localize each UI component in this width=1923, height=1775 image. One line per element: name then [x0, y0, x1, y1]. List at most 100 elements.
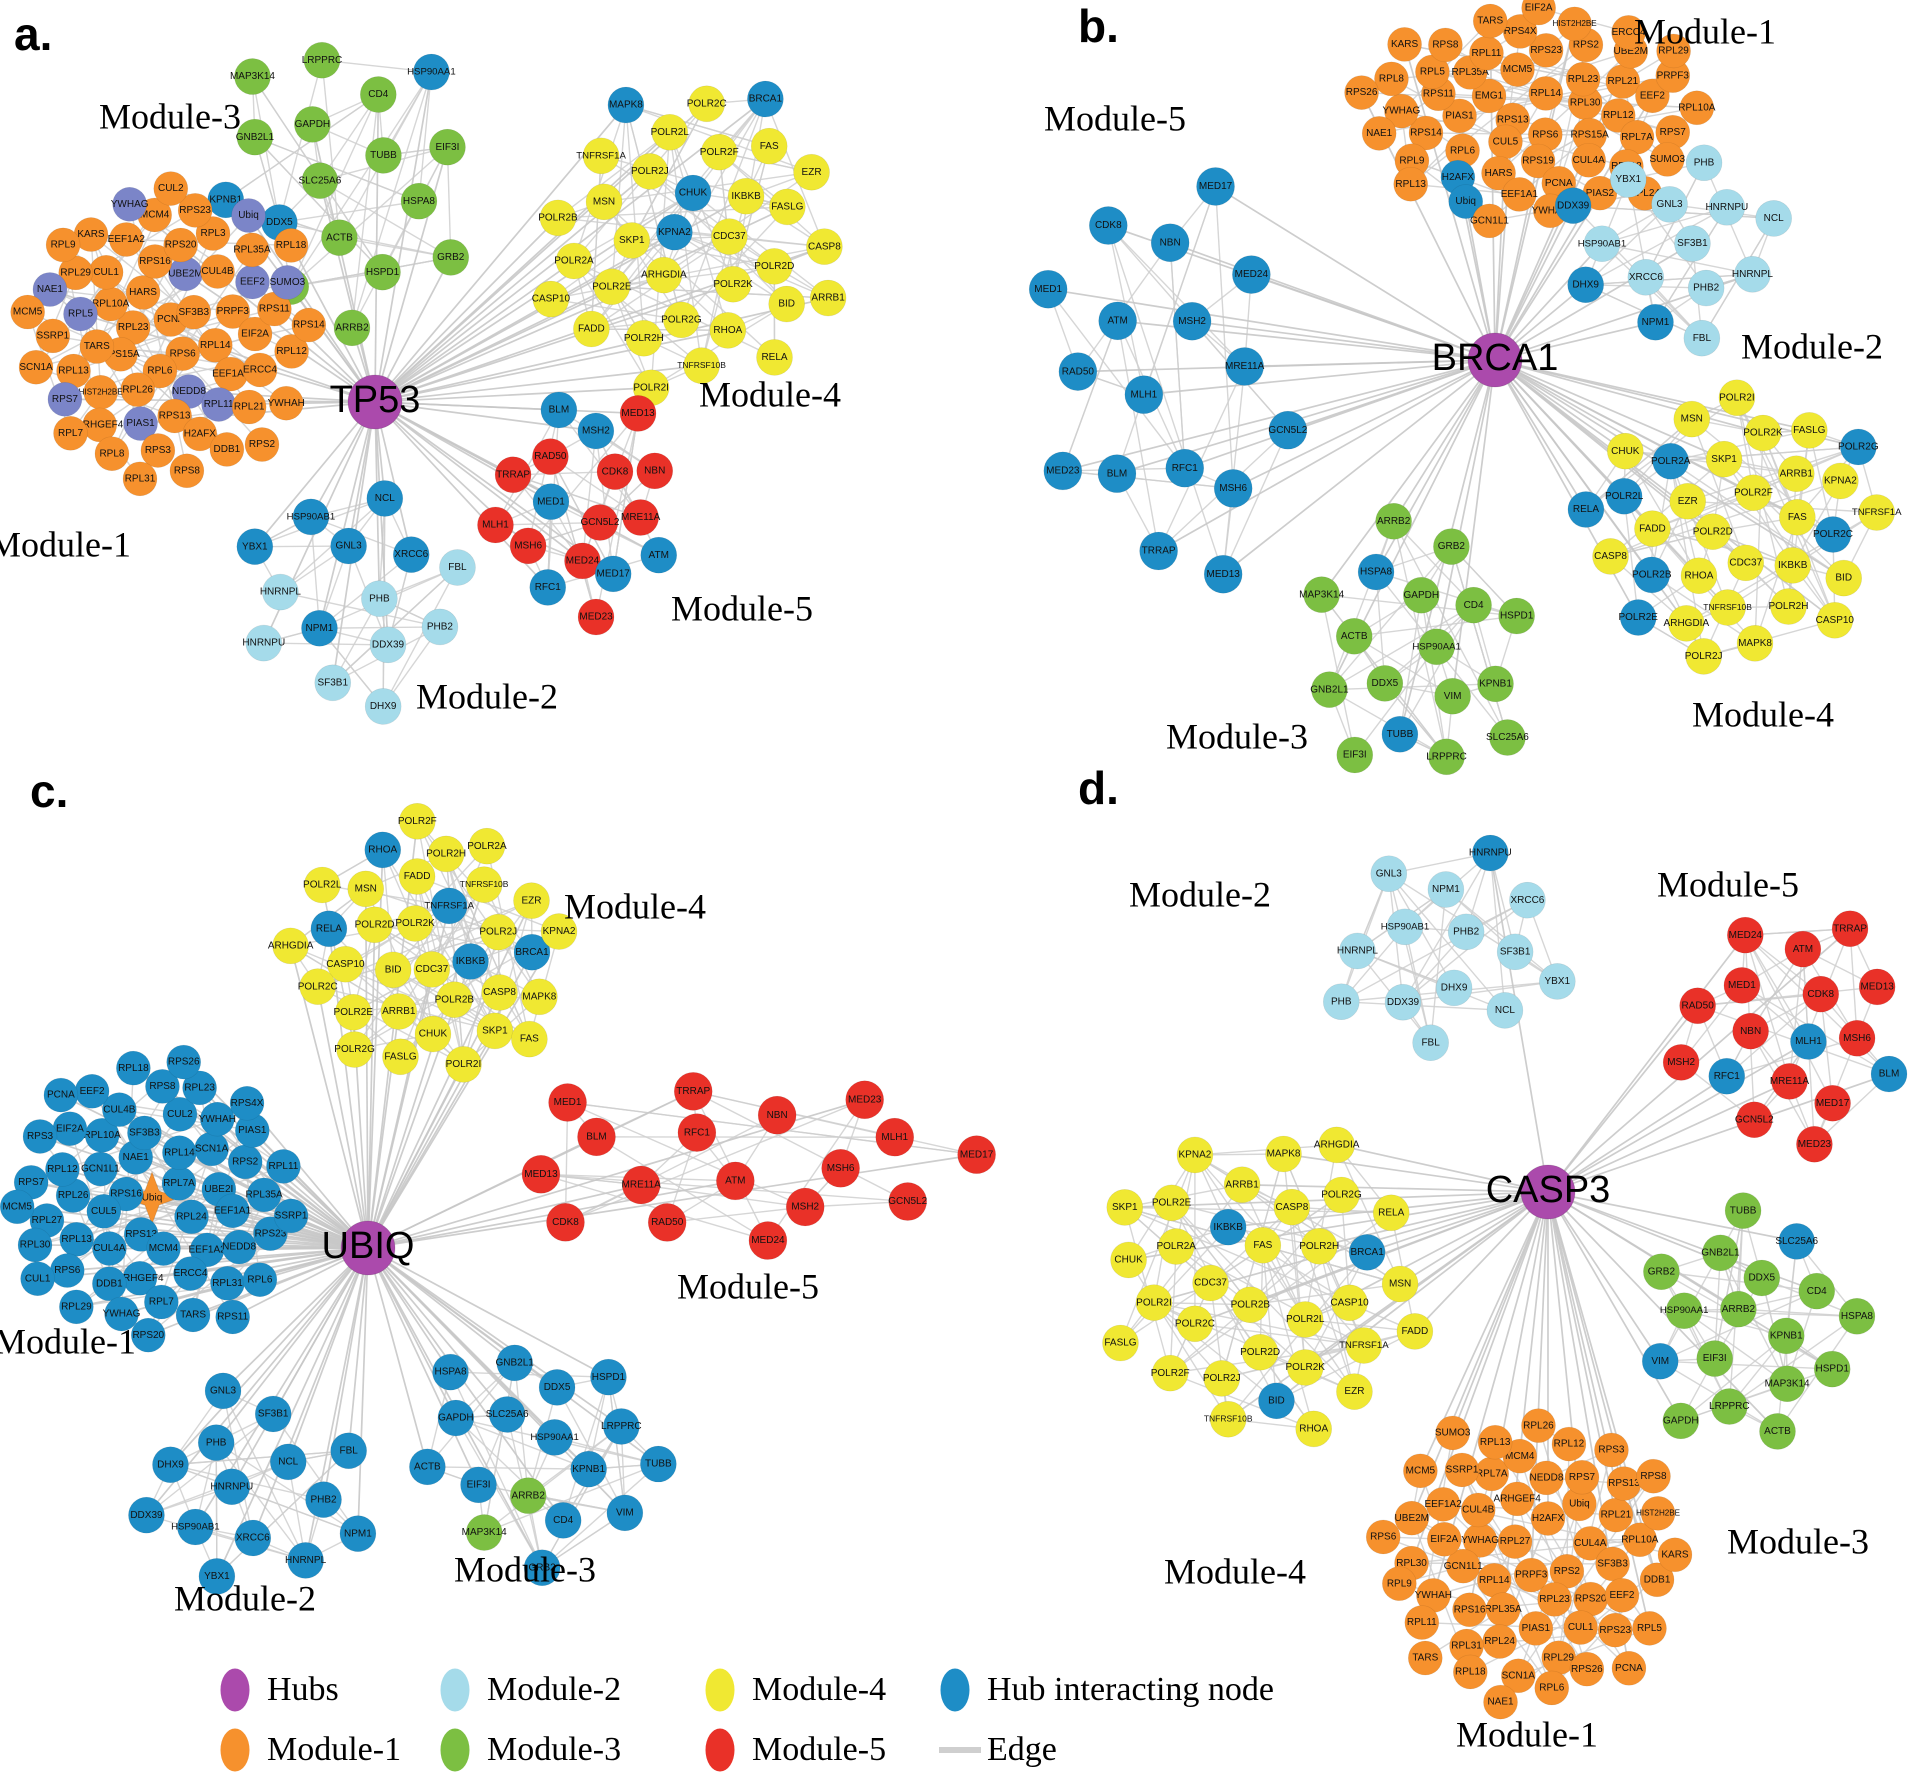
node-EZR[interactable] — [1669, 482, 1707, 520]
node-ACTB[interactable] — [1335, 617, 1373, 655]
node-POLR2E[interactable] — [593, 268, 631, 306]
node-ARRB1[interactable] — [380, 993, 418, 1030]
node-RPS14[interactable] — [1408, 115, 1444, 151]
node-RPL6[interactable] — [242, 1262, 278, 1298]
node-MED13[interactable] — [1203, 554, 1243, 594]
node-NPM1[interactable] — [339, 1515, 377, 1552]
node-MRE11A[interactable] — [622, 499, 659, 536]
node-POLR2F[interactable] — [398, 802, 436, 840]
node-IKBKB[interactable] — [1209, 1208, 1247, 1246]
node-GNB2L1[interactable] — [1311, 671, 1348, 708]
node-MED13[interactable] — [619, 395, 657, 432]
node-MRE11A[interactable] — [621, 1165, 661, 1205]
node-DHX9[interactable] — [152, 1446, 189, 1484]
node-RPS3[interactable] — [22, 1119, 58, 1154]
node-DDX39[interactable] — [1554, 187, 1592, 224]
node-RPS7[interactable] — [1564, 1459, 1600, 1495]
node-MRE11A[interactable] — [1225, 347, 1264, 386]
node-RPL13[interactable] — [59, 1221, 94, 1257]
node-POLR2D[interactable] — [1694, 513, 1732, 550]
node-PHB2[interactable] — [1687, 269, 1725, 307]
node-RPL31[interactable] — [122, 461, 158, 497]
node-FASLG[interactable] — [1102, 1324, 1139, 1362]
node-FAS[interactable] — [1779, 498, 1816, 536]
node-POLR2F[interactable] — [1151, 1354, 1189, 1392]
node-RPL8[interactable] — [94, 436, 130, 472]
node-CUL2[interactable] — [162, 1097, 198, 1132]
node-RPL12[interactable] — [45, 1152, 80, 1187]
node-SKP1[interactable] — [1106, 1189, 1144, 1226]
hub-node-BRCA1[interactable] — [1467, 332, 1523, 388]
node-RAD50[interactable] — [532, 438, 569, 475]
node-SF3B3[interactable] — [1595, 1546, 1630, 1582]
node-ARHGDIA[interactable] — [1668, 605, 1705, 642]
node-ERCC4[interactable] — [173, 1256, 208, 1291]
node-POLR2K[interactable] — [396, 905, 434, 942]
node-BID[interactable] — [1258, 1382, 1295, 1420]
node-NCL[interactable] — [269, 1443, 307, 1481]
node-TNFRSF1A[interactable] — [1345, 1327, 1383, 1364]
node-CDK8[interactable] — [1089, 206, 1128, 245]
node-MCM4[interactable] — [146, 1231, 181, 1266]
node-SSRP1[interactable] — [1444, 1452, 1480, 1488]
node-RPL14[interactable] — [1528, 76, 1564, 111]
node-SSRP1[interactable] — [273, 1198, 309, 1234]
node-MED23[interactable] — [1796, 1125, 1833, 1163]
node-HNRNPL[interactable] — [262, 573, 299, 611]
node-ERCC4[interactable] — [1611, 15, 1646, 50]
node-CDK8[interactable] — [546, 1202, 585, 1242]
node-YWHAG[interactable] — [1384, 93, 1419, 129]
node-GNB2L1[interactable] — [496, 1344, 533, 1382]
node-GNB2L1[interactable] — [1702, 1234, 1739, 1272]
node-POLR2A[interactable] — [1652, 442, 1690, 480]
node-RPS23[interactable] — [1597, 1612, 1633, 1648]
node-HNRNPL[interactable] — [1734, 255, 1771, 293]
node-IKBKB[interactable] — [452, 943, 489, 980]
node-NBN[interactable] — [757, 1095, 797, 1135]
node-RPL11[interactable] — [266, 1149, 301, 1184]
node-RPS2[interactable] — [244, 427, 280, 462]
node-SKP1[interactable] — [613, 222, 651, 259]
node-XRCC6[interactable] — [234, 1519, 272, 1557]
node-RPS26[interactable] — [1569, 1651, 1605, 1687]
node-MAP3K14[interactable] — [1768, 1365, 1806, 1403]
node-RHOA[interactable] — [1680, 557, 1718, 594]
node-CUL4B[interactable] — [1460, 1492, 1496, 1528]
node-CASP8[interactable] — [806, 228, 843, 265]
node-POLR2A[interactable] — [555, 242, 593, 280]
node-PHB[interactable] — [197, 1424, 235, 1461]
node-RPL18[interactable] — [116, 1050, 151, 1086]
node-MED24[interactable] — [1726, 916, 1764, 954]
node-MED17[interactable] — [1814, 1084, 1851, 1122]
node-MSH6[interactable] — [1213, 469, 1253, 508]
node-FADD[interactable] — [398, 858, 436, 895]
node-RPL35A[interactable] — [246, 1177, 282, 1213]
node-POLR2J[interactable] — [479, 913, 517, 951]
node-RPS4X[interactable] — [229, 1085, 265, 1121]
node-RHOA[interactable] — [709, 312, 747, 349]
hub-node-UBIQ[interactable] — [340, 1220, 396, 1276]
node-BRCA1[interactable] — [747, 80, 784, 118]
node-CASP10[interactable] — [327, 945, 364, 983]
node-CUL1[interactable] — [1563, 1610, 1598, 1645]
node-SF3B3[interactable] — [127, 1115, 162, 1151]
node-NBN[interactable] — [1150, 223, 1190, 263]
node-RPS23[interactable] — [177, 193, 213, 228]
node-CASP10[interactable] — [1816, 601, 1854, 639]
node-NCL[interactable] — [1755, 200, 1792, 237]
hub-node-TP53[interactable] — [347, 374, 403, 430]
node-RPL29[interactable] — [1656, 33, 1691, 69]
node-FBL[interactable] — [439, 549, 476, 586]
node-KARS[interactable] — [1387, 27, 1422, 62]
node-POLR2A[interactable] — [1157, 1228, 1195, 1265]
node-RPL23[interactable] — [1565, 61, 1601, 97]
node-RPS3[interactable] — [140, 433, 176, 468]
node-YWHAH[interactable] — [200, 1101, 235, 1137]
node-RPS7[interactable] — [47, 381, 83, 417]
node-RPS20[interactable] — [130, 1317, 166, 1353]
node-MED13[interactable] — [1858, 968, 1896, 1006]
node-CUL4A[interactable] — [1571, 142, 1606, 178]
node-ARRB1[interactable] — [1777, 455, 1815, 493]
node-EMG1[interactable] — [1471, 78, 1507, 114]
node-EIF2A[interactable] — [1427, 1522, 1462, 1557]
